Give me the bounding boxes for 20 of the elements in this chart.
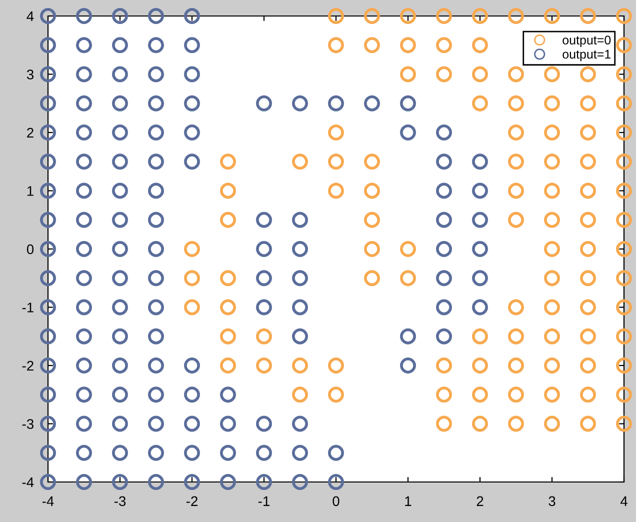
y-tick-label: 3 <box>26 70 34 80</box>
x-tick-label: 3 <box>548 496 556 506</box>
x-tick-label: -3 <box>114 496 126 506</box>
y-tick-label: 1 <box>27 186 34 196</box>
y-tick-label: -1 <box>22 302 34 312</box>
x-tick-label: -2 <box>186 496 198 506</box>
x-tick-label: 2 <box>476 496 484 506</box>
legend-label: output=1 <box>562 50 611 62</box>
x-tick-label: -1 <box>258 496 270 506</box>
y-tick-label: 4 <box>26 11 34 22</box>
x-tick-label: 4 <box>620 496 628 506</box>
y-tick-label: 2 <box>27 128 34 138</box>
y-tick-label: -3 <box>22 419 34 429</box>
y-tick-label: 0 <box>26 244 34 254</box>
x-tick-label: -4 <box>42 496 54 506</box>
y-tick-label: -4 <box>22 477 34 488</box>
legend-label: output=0 <box>562 36 611 47</box>
x-tick-label: 0 <box>332 496 340 506</box>
y-tick-label: -2 <box>22 360 34 371</box>
x-tick-label: 1 <box>405 496 412 506</box>
